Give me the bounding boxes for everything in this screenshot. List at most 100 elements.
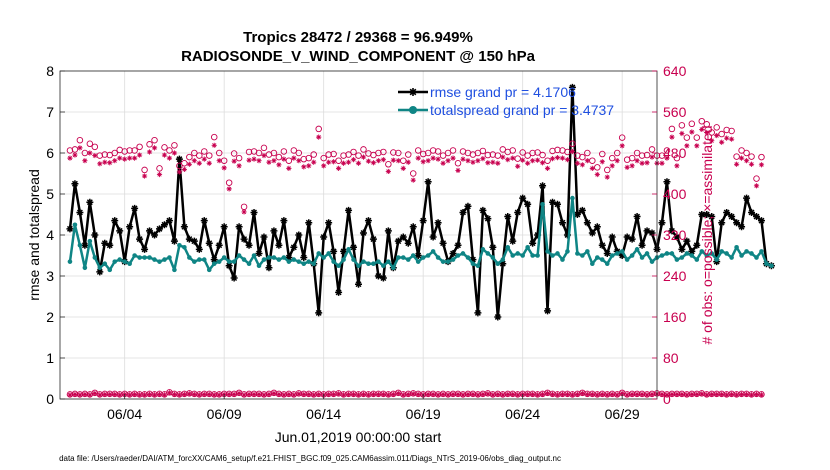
data-point xyxy=(290,147,298,154)
data-point xyxy=(230,150,238,157)
legend-label-rmse: rmse grand pr = 4.1706 xyxy=(430,84,576,100)
data-point xyxy=(424,149,432,157)
data-point xyxy=(77,242,83,248)
data-point xyxy=(743,149,750,157)
data-point xyxy=(734,392,740,398)
data-point xyxy=(679,255,685,260)
data-point xyxy=(505,245,511,250)
data-point xyxy=(166,147,173,154)
data-point xyxy=(181,166,187,172)
data-point xyxy=(346,247,351,252)
data-point xyxy=(539,391,546,397)
legend-marker-totalspread xyxy=(409,106,417,114)
data-point xyxy=(72,391,78,397)
data-point xyxy=(409,170,417,177)
x-tick-label: 06/29 xyxy=(605,406,640,422)
data-point xyxy=(172,267,177,273)
data-point xyxy=(460,392,466,398)
data-point xyxy=(609,253,615,258)
data-point xyxy=(365,392,372,398)
data-point xyxy=(141,392,148,398)
data-point xyxy=(92,152,98,159)
data-point xyxy=(96,268,104,276)
data-point xyxy=(191,158,197,164)
data-point xyxy=(336,391,342,397)
series-line xyxy=(68,196,772,272)
data-point xyxy=(703,211,711,218)
data-point xyxy=(196,152,203,159)
data-point xyxy=(330,247,338,255)
y-tick-label: 0 xyxy=(46,391,54,407)
data-point xyxy=(345,391,352,397)
data-point xyxy=(425,158,431,164)
data-point xyxy=(454,159,462,167)
data-point xyxy=(360,154,367,160)
data-point xyxy=(305,154,313,162)
data-point xyxy=(718,219,726,227)
data-point xyxy=(185,235,193,243)
data-point xyxy=(301,391,307,397)
data-point xyxy=(708,213,716,221)
data-point xyxy=(311,261,317,267)
data-point xyxy=(320,233,328,241)
data-point xyxy=(296,158,302,164)
data-point xyxy=(186,153,193,161)
data-point xyxy=(246,391,252,397)
data-point xyxy=(738,391,745,397)
data-point xyxy=(724,251,729,256)
data-point xyxy=(569,148,576,155)
data-point xyxy=(141,166,148,174)
data-point xyxy=(375,158,381,164)
data-point xyxy=(415,259,421,264)
data-point xyxy=(684,143,690,149)
data-point xyxy=(520,157,526,163)
data-point xyxy=(470,159,476,165)
data-point xyxy=(444,149,452,157)
data-point xyxy=(429,233,437,241)
data-point xyxy=(604,392,610,398)
data-point xyxy=(748,208,756,216)
data-point xyxy=(733,153,740,160)
data-point xyxy=(351,257,356,262)
data-point xyxy=(594,171,600,178)
data-point xyxy=(91,231,99,239)
data-point xyxy=(410,253,416,258)
data-point xyxy=(271,255,277,260)
data-point xyxy=(420,159,426,165)
data-point xyxy=(326,251,331,256)
data-point xyxy=(559,391,566,397)
data-point xyxy=(66,147,74,154)
data-point xyxy=(440,259,446,264)
data-point xyxy=(519,149,526,156)
data-point xyxy=(66,225,74,233)
data-point xyxy=(494,152,502,159)
y-right-tick-label: 80 xyxy=(663,350,679,366)
data-point xyxy=(689,253,695,258)
data-point xyxy=(734,245,739,250)
data-point xyxy=(236,253,242,258)
data-point xyxy=(126,147,133,154)
data-point xyxy=(181,159,188,167)
data-point xyxy=(445,392,451,398)
data-point xyxy=(455,167,461,174)
data-point xyxy=(455,253,461,258)
data-point xyxy=(355,392,362,398)
data-point xyxy=(604,166,611,174)
data-point xyxy=(186,391,192,397)
data-point xyxy=(689,129,695,135)
data-point xyxy=(97,161,103,167)
data-point xyxy=(454,241,462,249)
data-point xyxy=(560,257,565,262)
data-point xyxy=(608,233,616,241)
data-point xyxy=(381,263,386,269)
data-point xyxy=(386,259,391,264)
data-point xyxy=(638,152,646,159)
data-point xyxy=(137,255,142,260)
data-point xyxy=(241,392,247,398)
data-point xyxy=(494,313,502,321)
data-point xyxy=(375,149,382,157)
data-point xyxy=(704,129,710,136)
data-point xyxy=(356,263,361,269)
data-point xyxy=(633,149,641,157)
